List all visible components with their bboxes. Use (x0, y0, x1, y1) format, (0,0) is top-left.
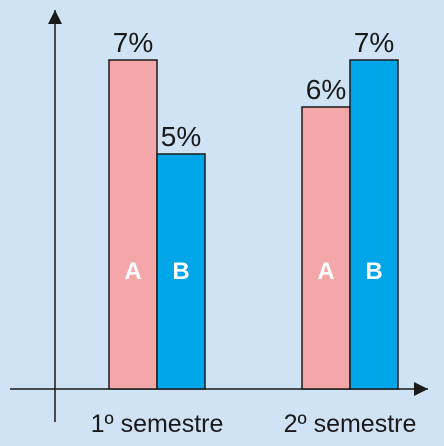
value-label-a-2: 6% (306, 74, 346, 105)
category-labels-group: 1º semestre 2º semestre (91, 410, 417, 438)
value-labels-group: 7% 5% 6% 7% (113, 27, 394, 152)
x-axis-arrow (414, 382, 428, 396)
bar-letter-a-1: A (124, 258, 141, 285)
category-label-2: 2º semestre (284, 410, 417, 438)
bars-group (108, 59, 399, 390)
bar-b-2 (349, 59, 399, 390)
value-label-b-1: 5% (161, 121, 201, 152)
category-label-1: 1º semestre (91, 410, 224, 438)
value-label-b-2: 7% (354, 27, 394, 58)
bar-b-1 (156, 153, 206, 390)
y-axis-arrow (48, 10, 62, 24)
bar-a-2 (301, 106, 351, 390)
y-axis (48, 10, 62, 422)
bar-letter-a-2: A (317, 258, 334, 285)
bar-a-1 (108, 59, 158, 390)
value-label-a-1: 7% (113, 27, 153, 58)
bar-letter-b-2: B (365, 258, 382, 285)
bar-letter-b-1: B (172, 258, 189, 285)
